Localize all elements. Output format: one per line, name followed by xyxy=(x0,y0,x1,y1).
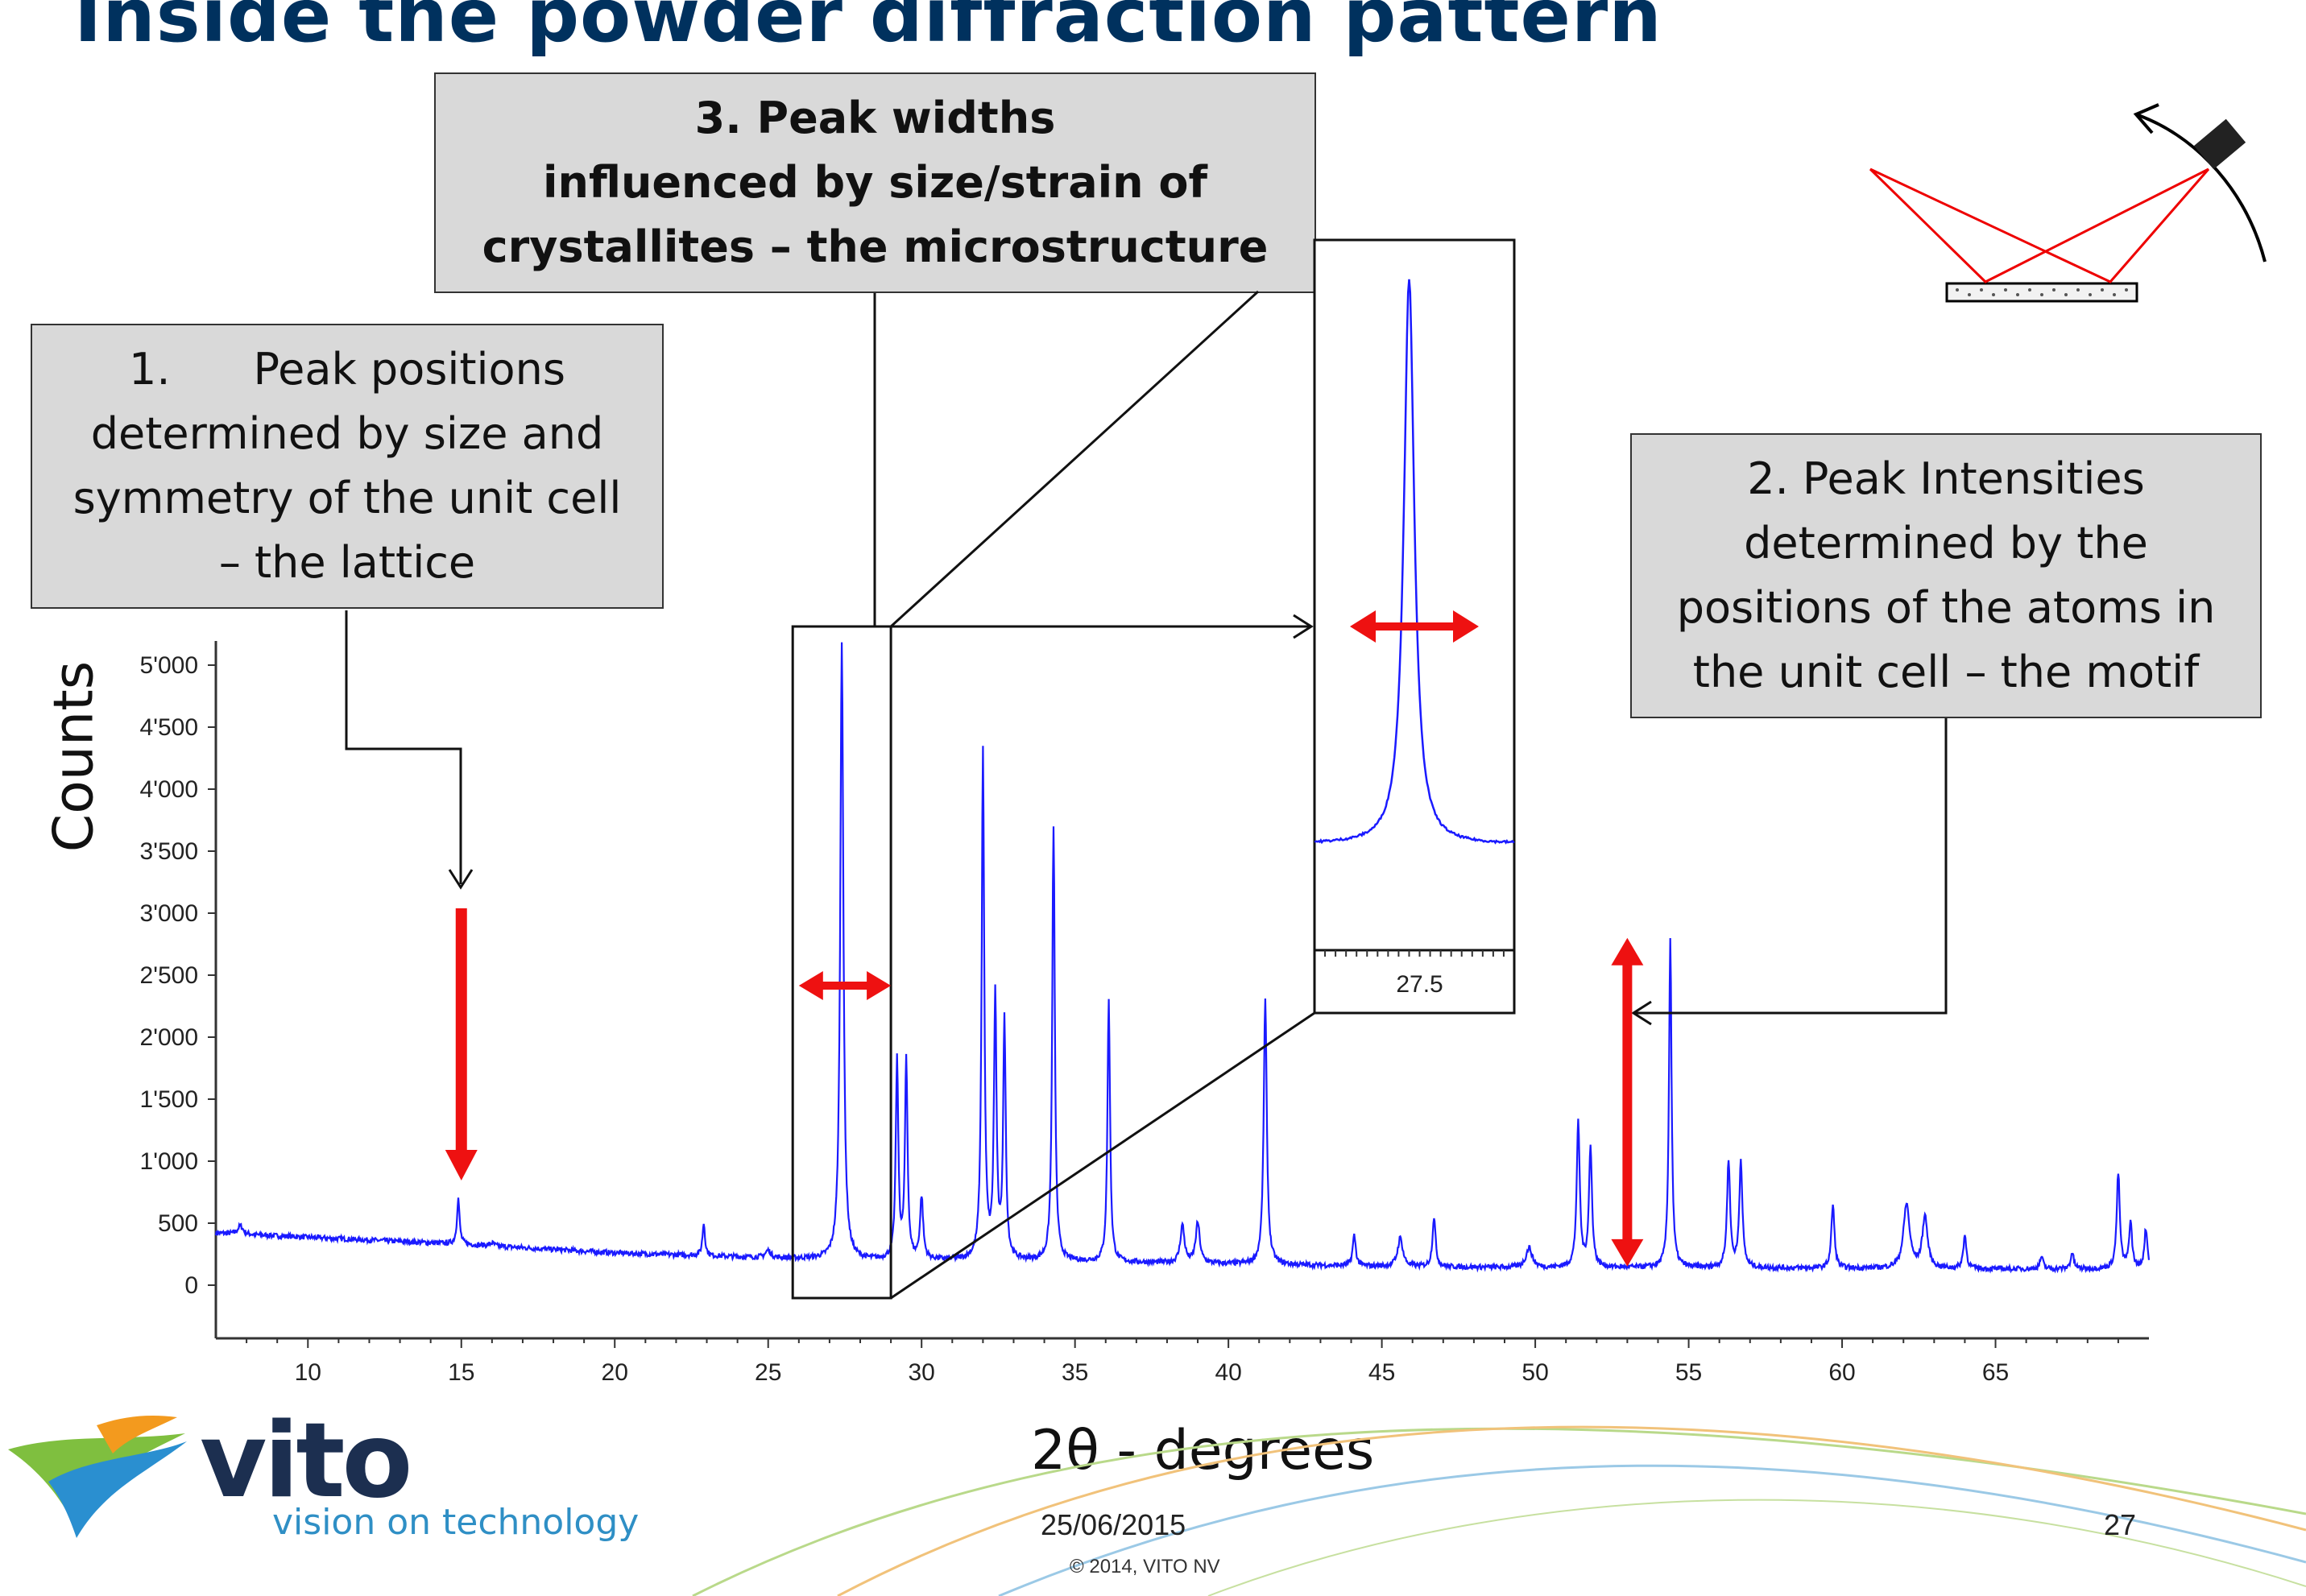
callout-line: determined by size and xyxy=(90,408,604,459)
zoom-box xyxy=(791,625,892,1300)
y-tick-label: 1'500 xyxy=(140,1086,198,1113)
width-arrow-head xyxy=(798,971,823,1000)
callout-line: 3. Peak widths xyxy=(694,93,1056,143)
intensity-leader xyxy=(1633,718,1948,1015)
x-tick-label: 45 xyxy=(1368,1359,1395,1386)
inset-tick-label: 27.5 xyxy=(1396,971,1443,998)
diffraction-geometry-icon xyxy=(1869,103,2267,303)
y-tick-label: 2'500 xyxy=(140,962,198,989)
x-tick-label: 10 xyxy=(295,1359,321,1386)
callout-line: – the lattice xyxy=(218,537,476,588)
y-axis-label: Counts xyxy=(42,660,106,853)
chart-series xyxy=(214,642,2151,1274)
callout-line: 2. Peak Intensities xyxy=(1747,453,2145,504)
swoosh-lines xyxy=(692,1425,2306,1596)
callout-line: the unit cell – the motif xyxy=(1692,647,2200,697)
x-tick-label: 15 xyxy=(448,1359,474,1386)
x-tick-label: 20 xyxy=(602,1359,628,1386)
y-tick-label: 3'000 xyxy=(140,900,198,927)
x-tick-label: 25 xyxy=(755,1359,781,1386)
chart-ticks: 0 500 1'000 1'500 2'000 2'500 3'000 3'500 4'000 4… xyxy=(140,652,2119,1386)
callout-peak-widths: 3. Peak widths influenced by size/strain… xyxy=(434,72,1316,293)
diffraction-trace xyxy=(214,642,2151,1274)
inset-width-arrow-head xyxy=(1453,610,1479,643)
callout-peak-intensities: 2. Peak Intensities determined by the po… xyxy=(1630,433,2262,718)
callout-line: influenced by size/strain of xyxy=(542,157,1208,208)
callout-peak-positions: 1. Peak positions determined by size and… xyxy=(31,324,664,609)
callout-line: determined by the xyxy=(1744,518,2148,569)
x-tick-label: 65 xyxy=(1982,1359,2009,1386)
y-tick-label: 4'500 xyxy=(140,714,198,741)
footer-copyright: © 2014, VITO NV xyxy=(1070,1556,1220,1577)
logo-tagline: vision on technology xyxy=(272,1502,640,1543)
x-tick-label: 40 xyxy=(1215,1359,1241,1386)
callout-line: crystallites – the microstructure xyxy=(482,221,1269,272)
chart-axes xyxy=(214,641,2149,1340)
zoom-inset: 27.5 xyxy=(1313,238,1516,1015)
logo-wordmark: vito xyxy=(200,1401,412,1521)
y-tick-label: 5'000 xyxy=(140,652,198,679)
x-tick-label: 60 xyxy=(1828,1359,1855,1386)
inset-frame xyxy=(1313,238,1516,1015)
inset-leader-head xyxy=(1293,614,1314,639)
zoom-connector xyxy=(890,1011,1315,1300)
callout-line: symmetry of the unit cell xyxy=(72,473,622,523)
page-number: 27 xyxy=(2104,1508,2137,1541)
intensity-arrow-head xyxy=(1611,1238,1644,1267)
x-tick-label: 35 xyxy=(1062,1359,1088,1386)
slide-title: Inside the powder diffraction pattern xyxy=(74,0,1662,59)
x-tick-label: 30 xyxy=(909,1359,935,1386)
intensity-leader-head xyxy=(1631,1000,1652,1026)
x-tick-label: 55 xyxy=(1675,1359,1702,1386)
inset-trace xyxy=(1314,279,1515,845)
y-tick-label: 500 xyxy=(158,1210,198,1237)
zoom-connector xyxy=(890,290,1260,628)
x-axis-label: 2θ - degrees xyxy=(1031,1419,1375,1482)
x-tick-label: 50 xyxy=(1521,1359,1548,1386)
y-tick-label: 2'000 xyxy=(140,1024,198,1051)
y-tick-label: 3'500 xyxy=(140,838,198,865)
vito-logo-icon xyxy=(8,1416,187,1538)
inset-width-arrow-head xyxy=(1350,610,1376,643)
intensity-arrow-head xyxy=(1611,937,1644,965)
y-tick-label: 4'000 xyxy=(140,776,198,803)
width-arrow-head xyxy=(867,971,892,1000)
position-leader xyxy=(345,610,462,884)
footer-date: 25/06/2015 xyxy=(1041,1508,1186,1541)
position-arrow-head xyxy=(445,1150,478,1180)
y-tick-label: 0 xyxy=(184,1272,198,1299)
callout-line: 1. Peak positions xyxy=(129,344,565,395)
callout-line: positions of the atoms in xyxy=(1676,582,2216,633)
y-tick-label: 1'000 xyxy=(140,1148,198,1175)
position-leader-head xyxy=(448,869,474,890)
